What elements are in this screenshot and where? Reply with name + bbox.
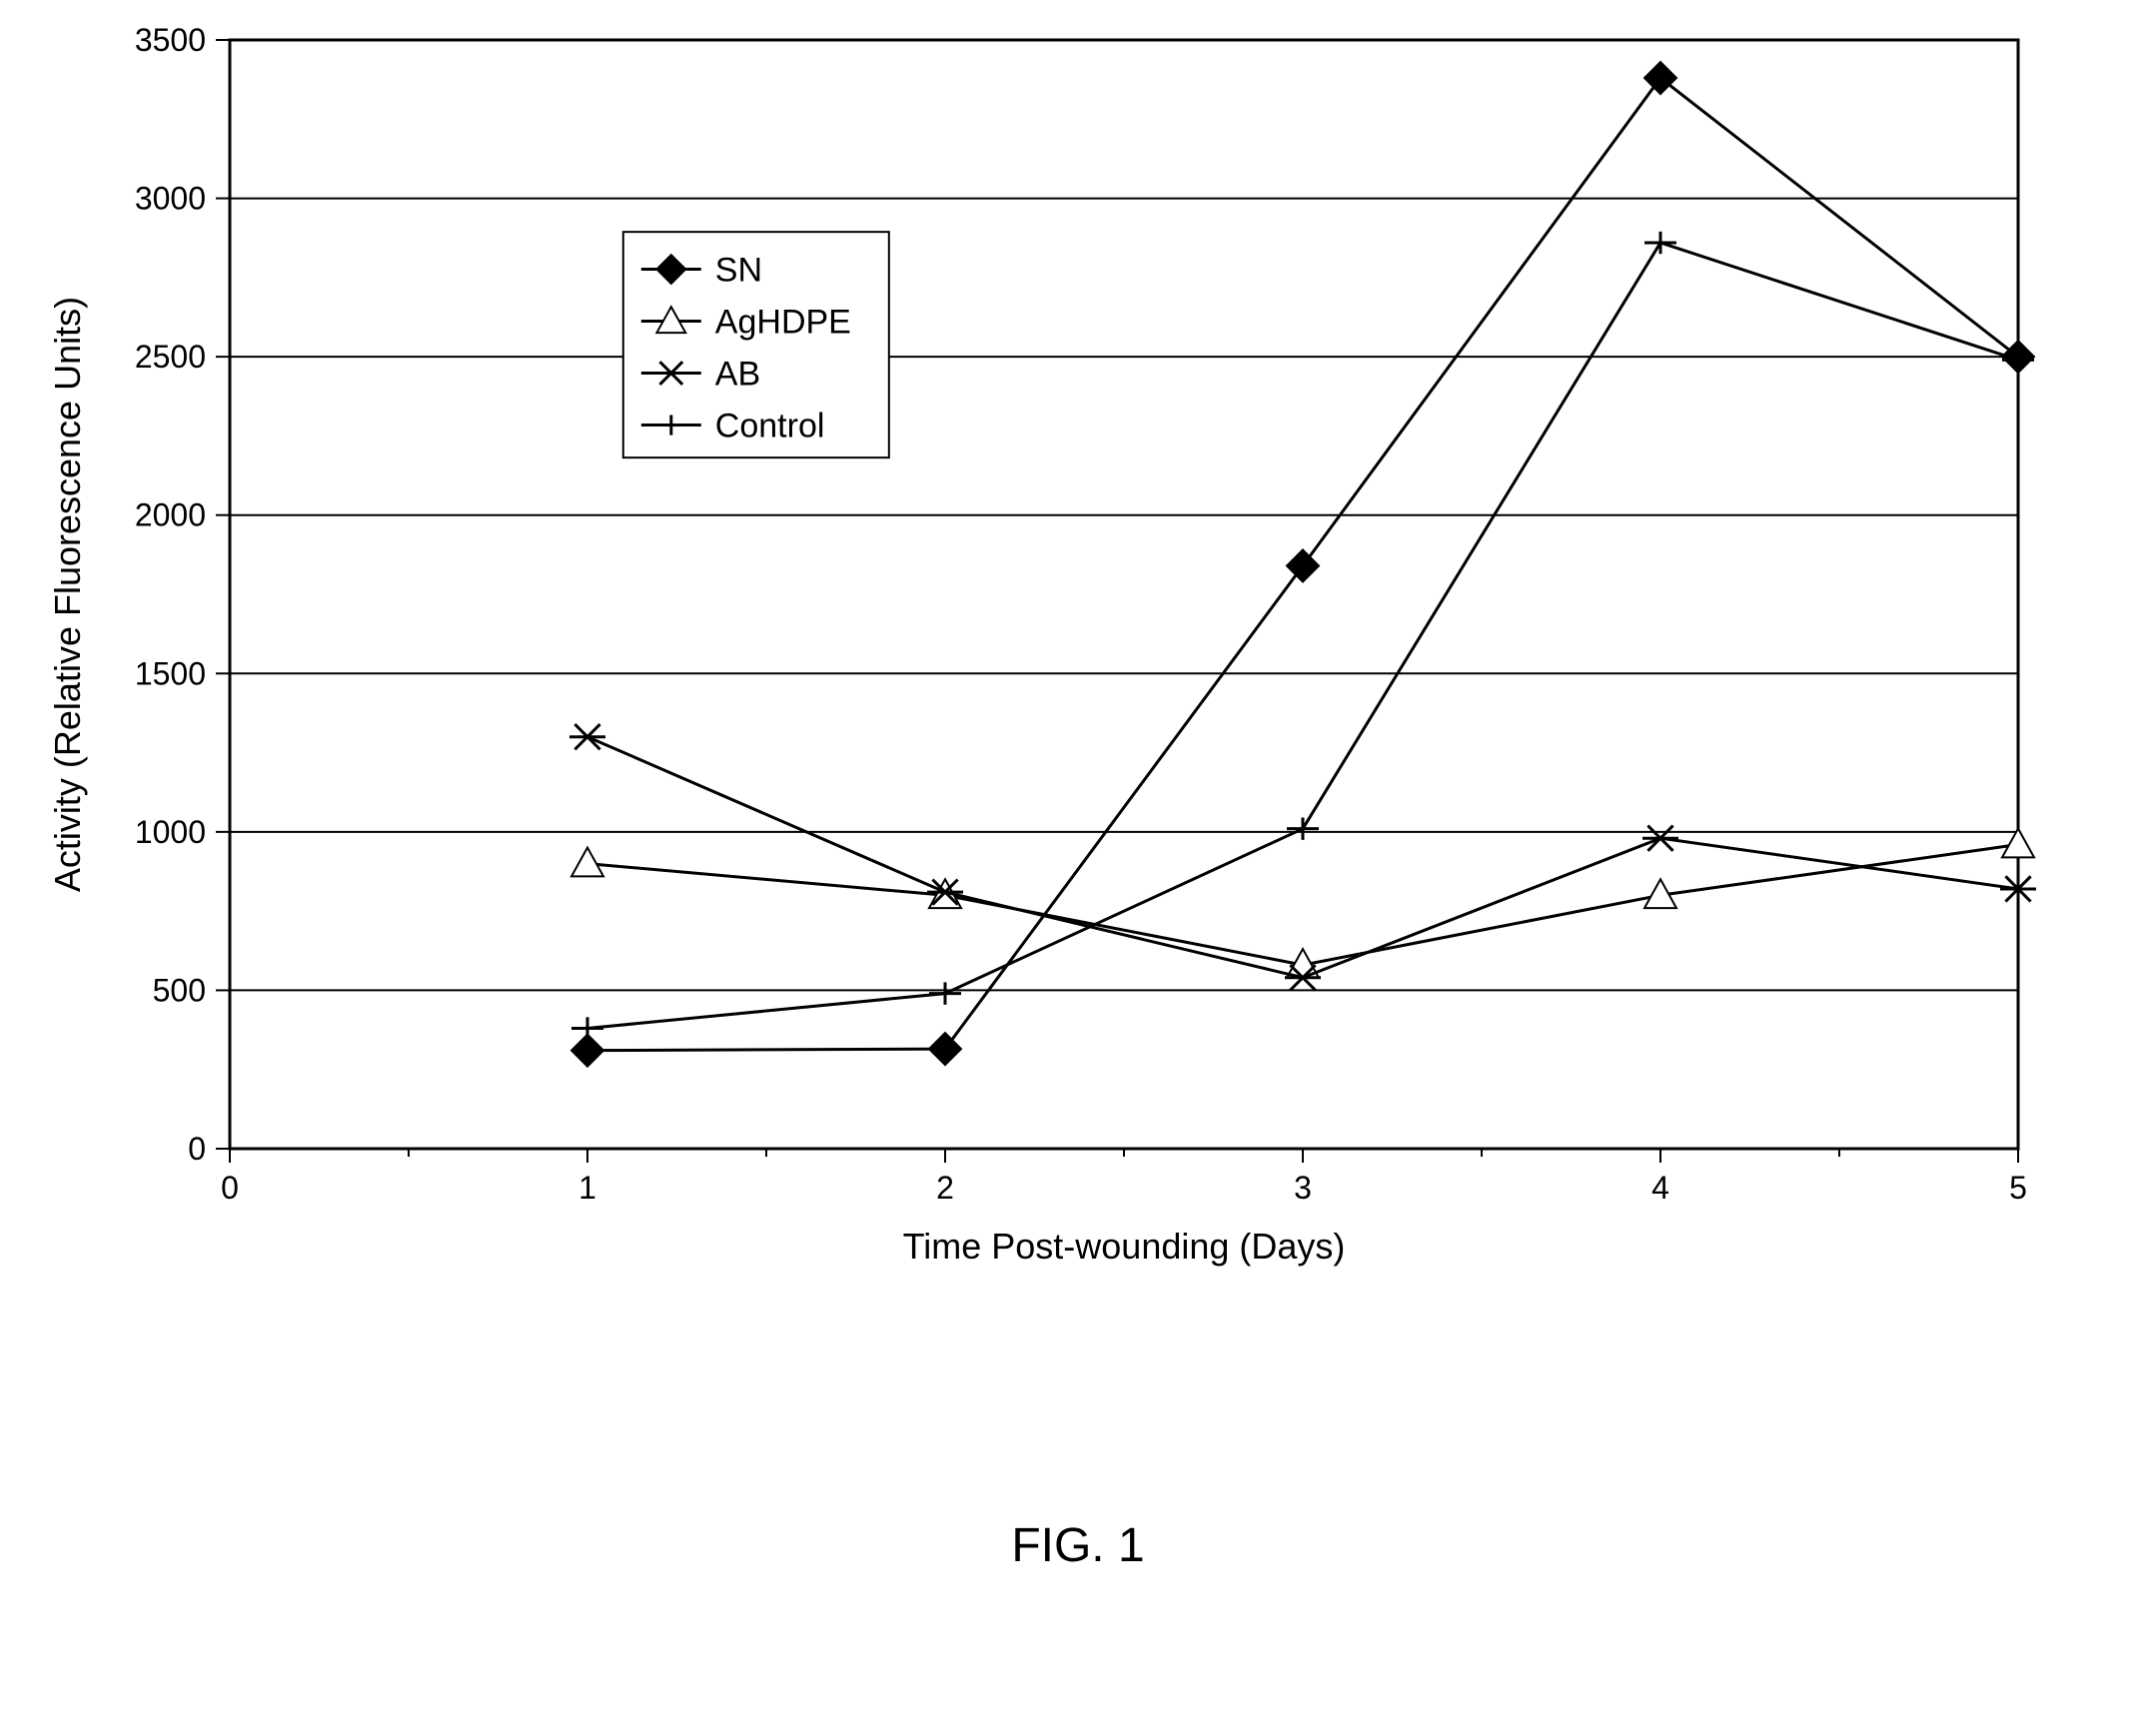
svg-text:500: 500 (153, 972, 206, 1008)
line-chart: 0 1 2 3 4 5 0 500 1000 1500 2000 2500 3000 3500 Time P… (0, 0, 2098, 1348)
svg-text:3: 3 (1294, 1170, 1312, 1206)
svg-text:0: 0 (221, 1170, 239, 1206)
svg-text:1500: 1500 (135, 655, 206, 691)
svg-text:2000: 2000 (135, 497, 206, 533)
svg-text:0: 0 (188, 1131, 206, 1167)
svg-text:2500: 2500 (135, 339, 206, 375)
svg-text:SN: SN (715, 252, 762, 290)
svg-text:Time Post-wounding (Days): Time Post-wounding (Days) (903, 1226, 1346, 1267)
svg-text:1000: 1000 (135, 814, 206, 850)
svg-text:4: 4 (1651, 1170, 1669, 1206)
svg-text:5: 5 (2009, 1170, 2027, 1206)
figure-caption: FIG. 1 (0, 1518, 2156, 1573)
svg-text:3500: 3500 (135, 22, 206, 58)
figure-wrap: 0 1 2 3 4 5 0 500 1000 1500 2000 2500 3000 3500 Time P… (0, 0, 2156, 1728)
svg-text:1: 1 (578, 1170, 596, 1206)
svg-text:AgHDPE: AgHDPE (715, 304, 851, 342)
svg-text:Activity (Relative Fluorescenc: Activity (Relative Fluorescence Units) (47, 297, 88, 892)
svg-text:2: 2 (936, 1170, 954, 1206)
svg-text:Control: Control (715, 408, 825, 445)
svg-text:3000: 3000 (135, 181, 206, 217)
svg-text:AB: AB (715, 356, 760, 394)
